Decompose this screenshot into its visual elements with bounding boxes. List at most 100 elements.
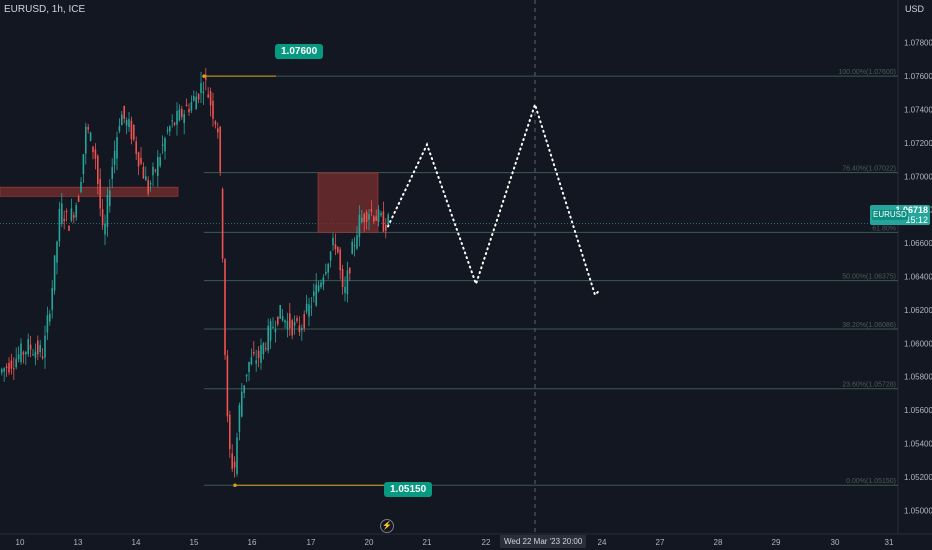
price-candles	[1, 67, 389, 478]
candle-body	[5, 366, 8, 368]
crosshair-hour: 20:00	[562, 537, 583, 546]
price-tick-label: 1.05800	[904, 373, 932, 382]
candle-body	[106, 195, 109, 227]
candle-body	[135, 141, 137, 154]
time-tick-label: 16	[248, 538, 257, 547]
candle-body	[373, 216, 375, 222]
candle-body	[34, 351, 37, 358]
candle-body	[219, 126, 221, 172]
candle-body	[152, 166, 154, 176]
fib-level-label: 23.60%(1.05728)	[842, 382, 896, 389]
candle-body	[200, 83, 202, 93]
candle-body	[32, 354, 34, 356]
candle-body	[236, 437, 238, 475]
candle-body	[70, 208, 73, 221]
low-level-tag[interactable]: 1.05150	[384, 482, 433, 497]
candle-body	[161, 144, 164, 146]
candle-body	[361, 217, 363, 223]
candle-body	[147, 180, 149, 194]
candle-body	[253, 351, 255, 354]
candle-body	[101, 209, 104, 226]
price-axis[interactable]: 1.078001.076001.074001.072001.070001.068…	[904, 39, 932, 516]
candle-body	[243, 385, 245, 393]
candle-body	[63, 218, 65, 222]
candle-body	[25, 351, 27, 355]
time-tick-label: 22	[482, 538, 491, 547]
candle-body	[221, 189, 224, 259]
candle-body	[109, 190, 111, 207]
candle-body	[262, 343, 265, 355]
candle-body	[113, 150, 116, 165]
supply-zone-right	[317, 172, 379, 233]
candle-body	[284, 320, 286, 323]
candle-body	[387, 214, 389, 225]
candle-body	[39, 345, 41, 353]
price-tick-label: 1.05000	[904, 506, 932, 515]
fib-level-label: 50.00%(1.06375)	[842, 274, 896, 281]
candle-body	[49, 313, 51, 322]
time-tick-label: 10	[16, 538, 25, 547]
candle-body	[173, 122, 176, 125]
fib-level-label: 38.20%(1.06086)	[842, 322, 896, 329]
candle-body	[87, 127, 89, 130]
candle-body	[298, 325, 301, 333]
candle-body	[291, 320, 293, 336]
candle-body	[260, 345, 262, 363]
high-level-tag[interactable]: 1.07600	[275, 44, 324, 59]
projection-path[interactable]	[387, 101, 601, 297]
price-tick-label: 1.06600	[904, 239, 932, 248]
supply-zones[interactable]	[0, 172, 379, 233]
candle-body	[269, 321, 272, 341]
candle-body	[202, 91, 205, 94]
candle-body	[169, 126, 171, 132]
lightning-icon[interactable]: ⚡	[380, 519, 394, 533]
current-price-tag: EURUSD 1.06718 15:12	[870, 205, 930, 225]
candle-body	[92, 146, 94, 153]
candle-body	[80, 181, 82, 193]
key-level-anchor	[202, 74, 206, 78]
candle-body	[75, 205, 77, 218]
candle-body	[209, 91, 212, 106]
candle-body	[44, 335, 46, 358]
candle-body	[205, 74, 207, 80]
time-tick-label: 17	[307, 538, 316, 547]
candle-body	[190, 101, 193, 111]
fib-level-label: 0.00%(1.05150)	[846, 478, 896, 485]
candle-body	[255, 360, 257, 364]
candle-body	[322, 277, 325, 285]
current-price-value: 1.06718	[895, 205, 928, 215]
fibonacci-retracement[interactable]: 100.00%(1.07600) 76.40%(1.07022) 61.80% 50.…	[0, 69, 898, 486]
candle-body	[334, 244, 337, 249]
candle-body	[356, 235, 358, 249]
supply-zone-left	[0, 186, 179, 197]
candle-body	[149, 183, 152, 185]
candle-body	[27, 339, 29, 355]
candle-body	[61, 203, 63, 224]
crosshair-date: Wed 22 Mar '23	[504, 537, 561, 546]
fib-level-label: 76.40%(1.07022)	[842, 166, 896, 173]
symbol-title[interactable]: EURUSD, 1h, ICE	[4, 4, 86, 15]
candle-body	[128, 119, 130, 128]
candle-body	[365, 211, 368, 223]
candle-body	[29, 344, 32, 350]
candle-body	[320, 282, 322, 288]
candle-body	[53, 255, 56, 291]
time-tick-label: 29	[772, 538, 781, 547]
key-level-anchor	[233, 483, 237, 488]
price-tick-label: 1.05200	[904, 473, 932, 482]
candle-body	[37, 340, 39, 355]
key-level-lines[interactable]	[202, 74, 386, 488]
candle-body	[293, 322, 296, 326]
candle-body	[358, 214, 361, 238]
candle-body	[104, 223, 106, 235]
candle-body	[41, 356, 44, 359]
price-tick-label: 1.06000	[904, 339, 932, 348]
candle-body	[65, 211, 68, 213]
candle-body	[229, 414, 231, 450]
candle-body	[89, 132, 92, 141]
candle-body	[116, 137, 118, 159]
time-axis[interactable]: 10 13 14 15 16 17 20 21 22 24 27 28 29 30 31	[16, 538, 894, 547]
candle-body	[257, 350, 260, 358]
candle-body	[265, 348, 267, 350]
